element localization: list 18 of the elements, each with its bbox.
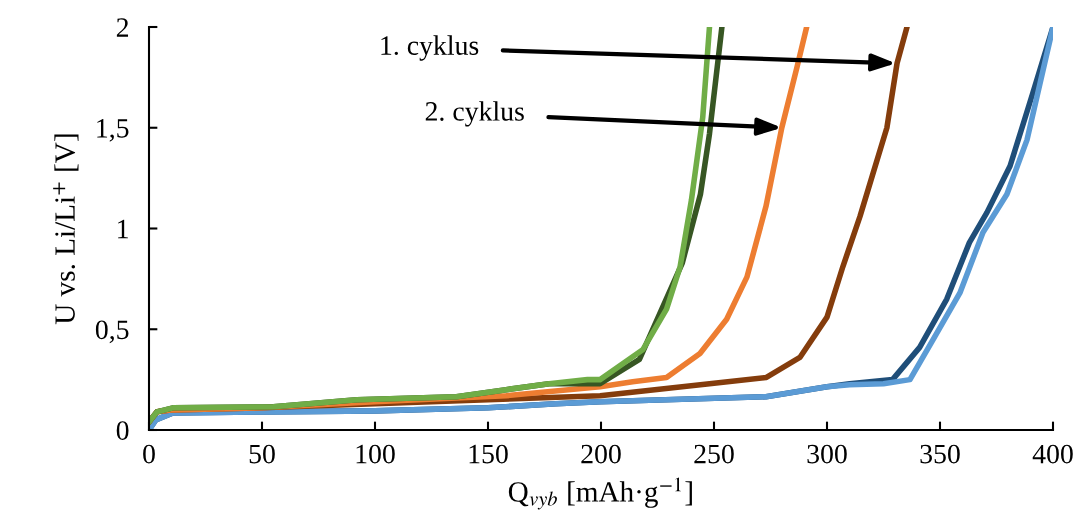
y-tick-label: 1,5 [97,119,129,142]
x-tick-label: 200 [581,444,621,464]
y-tick-label: 0,5 [95,320,129,344]
y-tick-label: 2 [116,18,129,37]
annotation: 1. cyklus [381,35,479,61]
x-tick-label: 0 [143,444,155,464]
y-axis-title: U vs. Li/Li$^{+}$ [V] [53,134,79,325]
y-tick-label: 1 [118,219,128,239]
x-tick-label: 300 [807,444,847,464]
x-axis-title: Q$_{vyb}$ [mAh·g$^{−1}$] [508,477,692,510]
x-tick-label: 400 [1032,444,1073,464]
x-tick-label: 100 [356,444,395,464]
x-tick-label: 250 [694,444,734,464]
y-tick-label: 0 [116,421,129,440]
x-tick-label: 50 [249,444,275,464]
annotation: 2. cyklus [425,101,524,127]
x-tick-label: 350 [920,444,960,464]
x-tick-label: 150 [469,444,508,464]
